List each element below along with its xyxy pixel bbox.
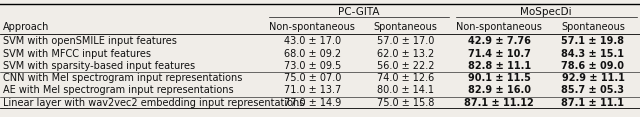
Text: AE with Mel spectrogram input representations: AE with Mel spectrogram input representa… [3, 85, 234, 95]
Text: 71.0 ± 13.7: 71.0 ± 13.7 [284, 85, 341, 95]
Text: Non-spontaneous: Non-spontaneous [456, 22, 542, 33]
Text: SVM with MFCC input features: SVM with MFCC input features [3, 49, 151, 58]
Text: 80.0 ± 14.1: 80.0 ± 14.1 [377, 85, 435, 95]
Text: 92.9 ± 11.1: 92.9 ± 11.1 [561, 73, 625, 83]
Text: 75.0 ± 07.0: 75.0 ± 07.0 [284, 73, 341, 83]
Text: 43.0 ± 17.0: 43.0 ± 17.0 [284, 36, 341, 46]
Text: PC-GITA: PC-GITA [339, 7, 380, 17]
Text: 68.0 ± 09.2: 68.0 ± 09.2 [284, 49, 341, 58]
Text: 62.0 ± 13.2: 62.0 ± 13.2 [377, 49, 435, 58]
Text: 87.1 ± 11.12: 87.1 ± 11.12 [465, 98, 534, 108]
Text: 84.3 ± 15.1: 84.3 ± 15.1 [561, 49, 625, 58]
Text: 82.9 ± 16.0: 82.9 ± 16.0 [468, 85, 531, 95]
Text: SVM with sparsity-based input features: SVM with sparsity-based input features [3, 61, 195, 71]
Text: 42.9 ± 7.76: 42.9 ± 7.76 [468, 36, 531, 46]
Text: SVM with openSMILE input features: SVM with openSMILE input features [3, 36, 177, 46]
Text: Approach: Approach [3, 22, 49, 33]
Text: 82.8 ± 11.1: 82.8 ± 11.1 [468, 61, 531, 71]
Text: 90.1 ± 11.5: 90.1 ± 11.5 [468, 73, 531, 83]
Text: Spontaneous: Spontaneous [374, 22, 438, 33]
Text: 56.0 ± 22.2: 56.0 ± 22.2 [377, 61, 435, 71]
Text: 57.0 ± 17.0: 57.0 ± 17.0 [377, 36, 435, 46]
Text: 77.0 ± 14.9: 77.0 ± 14.9 [284, 98, 341, 108]
Text: CNN with Mel spectrogram input representations: CNN with Mel spectrogram input represent… [3, 73, 243, 83]
Text: 74.0 ± 12.6: 74.0 ± 12.6 [377, 73, 435, 83]
Text: 87.1 ± 11.1: 87.1 ± 11.1 [561, 98, 625, 108]
Text: 85.7 ± 05.3: 85.7 ± 05.3 [561, 85, 625, 95]
Text: Non-spontaneous: Non-spontaneous [269, 22, 355, 33]
Text: Linear layer with wav2vec2 embedding input representations: Linear layer with wav2vec2 embedding inp… [3, 98, 305, 108]
Text: 57.1 ± 19.8: 57.1 ± 19.8 [561, 36, 625, 46]
Text: MoSpecDi: MoSpecDi [520, 7, 572, 17]
Text: 78.6 ± 09.0: 78.6 ± 09.0 [561, 61, 625, 71]
Text: 71.4 ± 10.7: 71.4 ± 10.7 [468, 49, 531, 58]
Text: 73.0 ± 09.5: 73.0 ± 09.5 [284, 61, 341, 71]
Text: 75.0 ± 15.8: 75.0 ± 15.8 [377, 98, 435, 108]
Text: Spontaneous: Spontaneous [561, 22, 625, 33]
